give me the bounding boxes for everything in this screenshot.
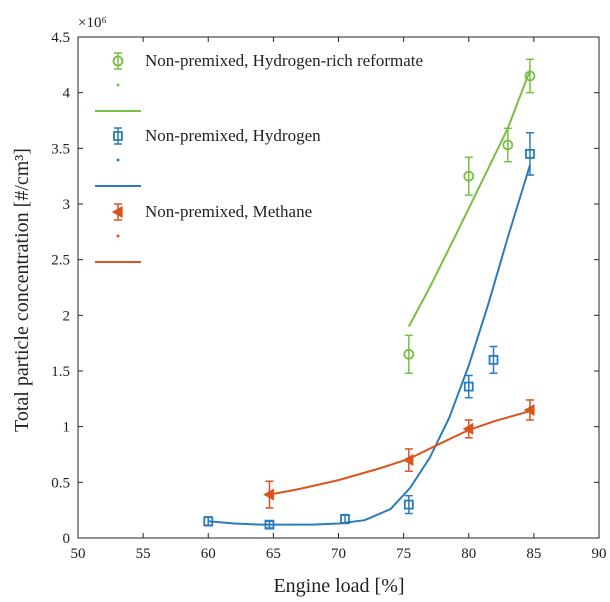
- series-fit-line: [269, 410, 531, 496]
- plot-frame: [77, 36, 600, 539]
- legend-entry-1: Non-premixed, Hydrogen: [95, 126, 321, 187]
- series-2: [263, 399, 535, 509]
- legend-dot: [116, 83, 120, 87]
- data-point: [264, 519, 275, 530]
- x-tick-label: 90: [592, 546, 607, 562]
- x-tick-label: 80: [461, 546, 476, 562]
- x-tick-label: 50: [71, 546, 86, 562]
- data-point: [524, 70, 536, 82]
- series-fit-line: [407, 70, 531, 327]
- data-point: [403, 499, 414, 510]
- data-point: [463, 381, 474, 392]
- data-point: [203, 516, 214, 527]
- y-axis-label: Total particle concentration [#/cm³]: [11, 148, 33, 432]
- data-point: [525, 148, 535, 159]
- legend-label: Non-premixed, Hydrogen: [145, 126, 321, 145]
- series-1: [203, 131, 535, 530]
- x-tick-label: 75: [396, 546, 411, 562]
- legend-dot: [116, 158, 120, 162]
- legend-dot: [116, 234, 120, 238]
- legend: Non-premixed, Hydrogen-rich reformate Non…: [95, 51, 423, 263]
- y-tick-label: 4: [63, 86, 71, 102]
- x-tick-label: 65: [266, 546, 281, 562]
- data-point: [523, 403, 535, 416]
- y-tick-label: 3: [63, 197, 71, 213]
- data-point: [462, 422, 474, 435]
- x-tick-label: 60: [201, 546, 216, 562]
- data-point: [263, 488, 275, 501]
- legend-label: Non-premixed, Methane: [145, 202, 312, 221]
- y-tick-label: 1.5: [51, 364, 70, 380]
- data-point: [488, 354, 499, 365]
- y-tick-label: 3.5: [51, 141, 70, 157]
- y-tick-label: 0.5: [51, 475, 70, 491]
- data-point: [403, 348, 415, 360]
- data-point: [340, 514, 350, 524]
- y-tick-label: 2.5: [51, 253, 70, 269]
- x-axis-label: Engine load [%]: [273, 575, 404, 597]
- data-point: [463, 170, 475, 182]
- legend-entry-2: Non-premixed, Methane: [95, 202, 312, 263]
- legend-marker: [111, 205, 123, 219]
- x-tick-label: 70: [331, 546, 346, 562]
- legend-marker: [112, 55, 124, 67]
- data-point: [402, 454, 414, 467]
- x-tick-label: 85: [526, 546, 541, 562]
- legend-marker: [113, 131, 123, 141]
- y-tick-label: 2: [63, 308, 71, 324]
- x-tick-label: 55: [136, 546, 151, 562]
- data-point: [502, 139, 514, 151]
- axes: 50 55 60 65 70 75 80 85 90 0 0.5 1 1.5 2 2.5 3 3.5 4 4.5: [51, 30, 606, 562]
- series-0: [403, 58, 536, 374]
- legend-entry-0: Non-premixed, Hydrogen-rich reformate: [95, 51, 423, 112]
- y-tick-label: 4.5: [51, 30, 70, 46]
- y-axis-multiplier: ×10⁶: [78, 15, 107, 31]
- legend-label: Non-premixed, Hydrogen-rich reformate: [145, 51, 423, 70]
- y-tick-label: 1: [63, 420, 71, 436]
- y-tick-label: 0: [63, 531, 71, 547]
- chart-marks: [203, 58, 536, 530]
